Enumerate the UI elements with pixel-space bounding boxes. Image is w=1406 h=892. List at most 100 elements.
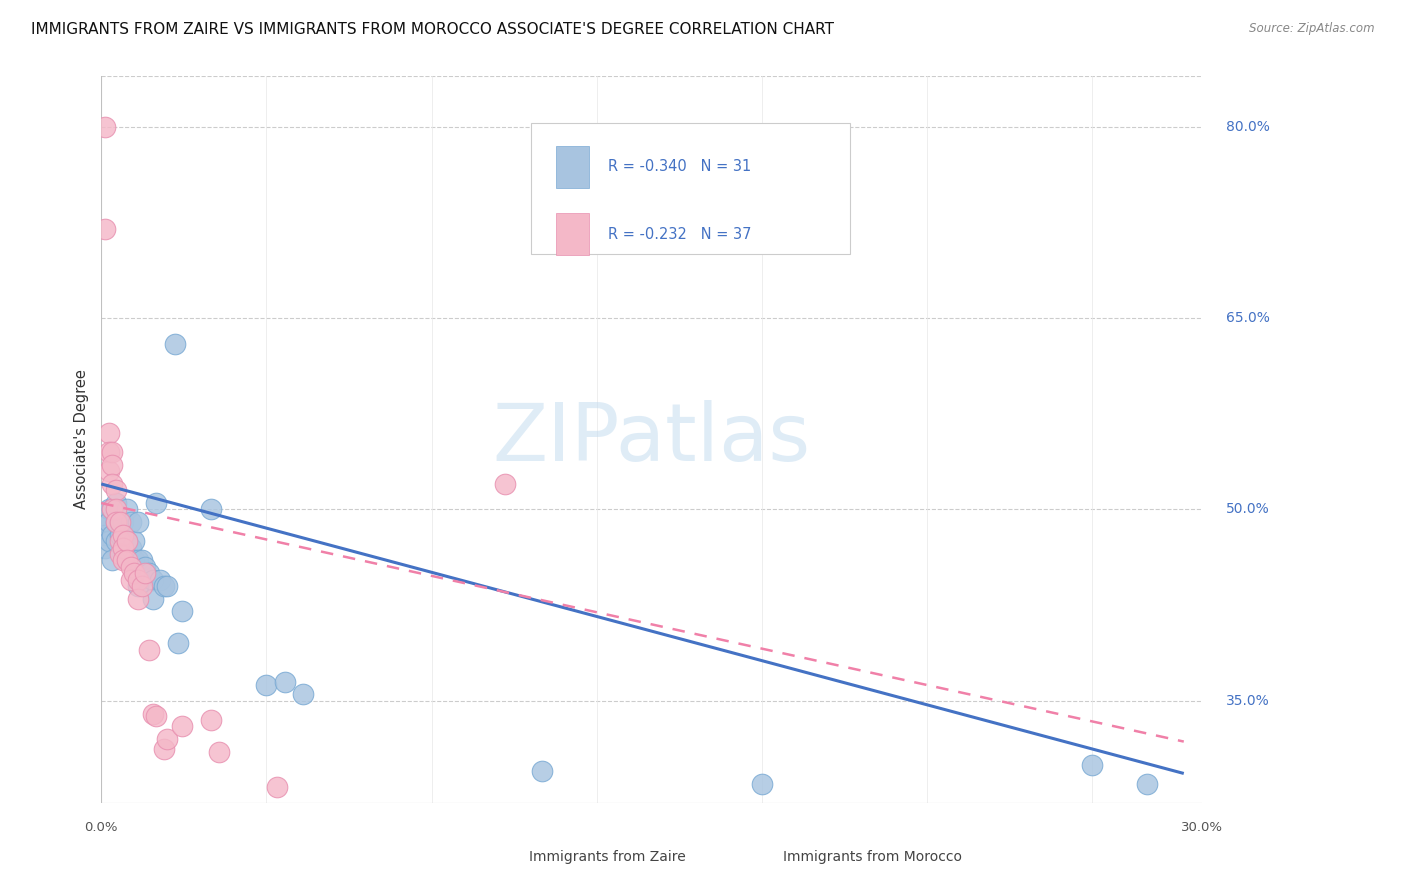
Point [94,528,117,542]
Point [104,515,127,529]
Point [101,553,124,567]
Point [127,579,149,593]
Point [170,719,193,733]
Point [274,674,297,689]
Point [101,458,124,472]
Point [94,541,117,555]
Point [292,687,315,701]
Point [97,464,120,478]
Point [170,605,193,619]
Point [97,445,120,459]
Point [112,528,135,542]
Text: 65.0%: 65.0% [1226,311,1270,326]
Text: 80.0%: 80.0% [1226,120,1270,134]
Point [208,745,231,759]
Point [101,445,124,459]
Point [149,573,172,587]
Point [112,541,135,555]
Point [108,515,131,529]
Point [101,477,124,491]
Point [94,222,117,236]
Point [142,573,165,587]
Point [104,534,127,549]
Point [120,541,142,555]
Point [142,591,165,606]
Point [120,559,142,574]
Point [138,642,160,657]
Text: 0.0%: 0.0% [84,821,118,834]
Point [108,534,131,549]
Point [127,515,149,529]
FancyBboxPatch shape [745,846,769,869]
Point [97,515,120,529]
Point [145,496,167,510]
Point [127,591,149,606]
Point [494,477,516,491]
Point [120,515,142,529]
Text: R = -0.340   N = 31: R = -0.340 N = 31 [609,159,752,174]
Point [131,553,153,567]
Text: 30.0%: 30.0% [1181,821,1223,834]
Text: 50.0%: 50.0% [1226,502,1270,516]
Point [122,553,145,567]
Point [156,732,179,747]
Text: R = -0.232   N = 37: R = -0.232 N = 37 [609,227,752,242]
Point [115,534,138,549]
Point [152,579,174,593]
Point [120,573,142,587]
Point [94,120,117,134]
Point [115,553,138,567]
Point [530,764,553,778]
Point [134,566,156,581]
Point [156,579,179,593]
Point [112,553,135,567]
Point [104,496,127,510]
Text: Associate's Degree: Associate's Degree [75,369,89,509]
Text: 35.0%: 35.0% [1226,694,1270,707]
Point [142,706,165,721]
Point [751,777,773,791]
Point [1081,757,1104,772]
Point [115,534,138,549]
Point [115,502,138,516]
FancyBboxPatch shape [555,213,589,255]
Point [104,483,127,498]
Point [112,515,135,529]
Point [167,636,190,650]
Text: ZIPatlas: ZIPatlas [492,401,811,478]
Point [104,515,127,529]
Point [127,553,149,567]
Point [108,528,131,542]
Point [104,502,127,516]
Point [145,709,167,723]
Text: Immigrants from Morocco: Immigrants from Morocco [783,850,962,864]
FancyBboxPatch shape [530,123,849,254]
Point [122,534,145,549]
Point [94,515,117,529]
Text: Immigrants from Zaire: Immigrants from Zaire [530,850,686,864]
Point [200,713,222,727]
Text: Source: ZipAtlas.com: Source: ZipAtlas.com [1250,22,1375,36]
Point [163,336,186,351]
Point [97,534,120,549]
FancyBboxPatch shape [555,145,589,188]
Point [200,502,222,516]
Point [122,566,145,581]
Point [152,742,174,756]
Point [138,566,160,581]
Point [97,425,120,440]
Point [254,678,277,692]
FancyBboxPatch shape [492,846,516,869]
Point [112,541,135,555]
Text: IMMIGRANTS FROM ZAIRE VS IMMIGRANTS FROM MOROCCO ASSOCIATE'S DEGREE CORRELATION : IMMIGRANTS FROM ZAIRE VS IMMIGRANTS FROM… [31,22,834,37]
Point [101,502,124,516]
Point [108,515,131,529]
Point [266,780,288,795]
Point [108,547,131,561]
Point [1136,777,1159,791]
Point [134,559,156,574]
Point [97,502,120,516]
Point [127,573,149,587]
Point [131,579,153,593]
Point [101,528,124,542]
